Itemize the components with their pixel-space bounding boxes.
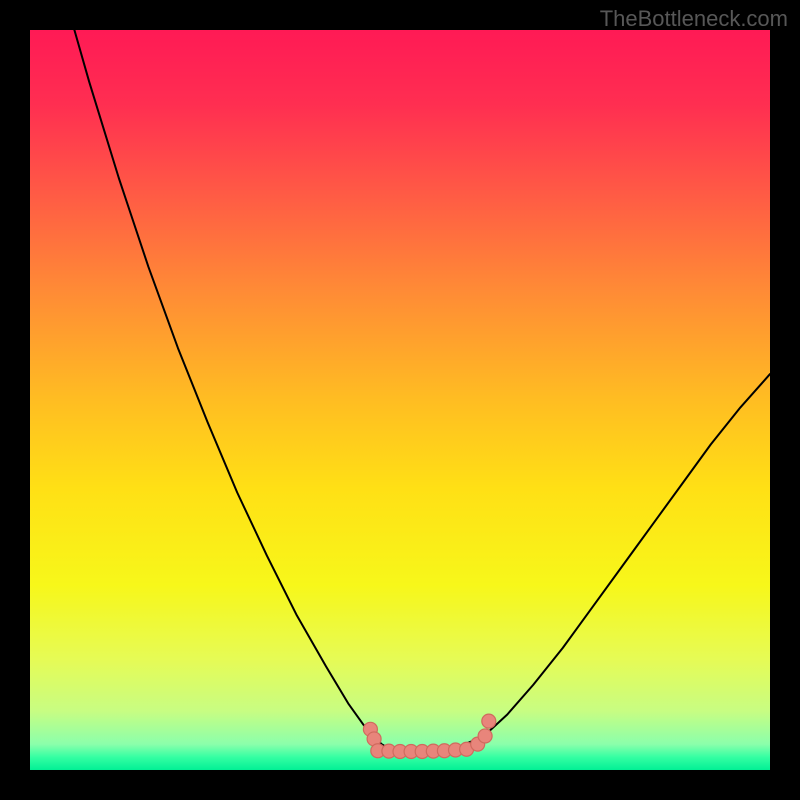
chart-frame: TheBottleneck.com: [0, 0, 800, 800]
bottleneck-curve-chart: [0, 0, 800, 800]
watermark-text: TheBottleneck.com: [600, 6, 788, 32]
background-layer: [30, 30, 770, 770]
